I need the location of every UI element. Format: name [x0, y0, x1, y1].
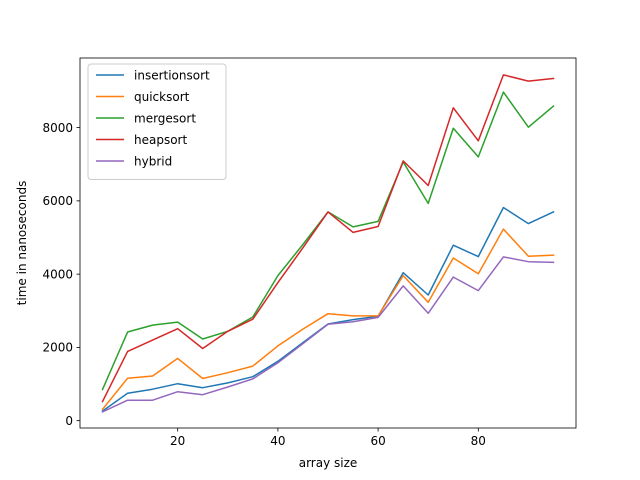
y-tick-label-4: 8000	[42, 121, 73, 135]
y-axis-label: time in nanoseconds	[15, 181, 29, 306]
legend-label-mergesort: mergesort	[134, 111, 196, 125]
x-tick-label-1: 40	[270, 434, 285, 448]
legend-label-hybrid: hybrid	[134, 154, 172, 168]
axis-ticks: 20 40 60 80 0 2000 4000 6000 8000	[42, 121, 485, 448]
legend-label-heapsort: heapsort	[134, 133, 187, 147]
legend: insertionsort quicksort mergesort heapsort h…	[87, 63, 227, 180]
series-line-hybrid	[101, 256, 555, 413]
series-line-heapsort	[101, 74, 555, 403]
series-line-insertionsort	[101, 206, 555, 413]
plot-frame	[79, 57, 577, 429]
legend-label-quicksort: quicksort	[134, 90, 190, 104]
series-lines	[101, 74, 555, 413]
y-tick-label-3: 6000	[42, 194, 73, 208]
series-line-quicksort	[101, 228, 555, 411]
x-axis-label: array size	[299, 456, 358, 470]
y-tick-label-2: 4000	[42, 267, 73, 281]
legend-label-insertionsort: insertionsort	[134, 68, 210, 82]
y-tick-label-1: 2000	[42, 341, 73, 355]
x-tick-label-3: 80	[471, 434, 486, 448]
legend-box	[87, 63, 227, 180]
x-tick-label-0: 20	[170, 434, 185, 448]
y-tick-label-0: 0	[65, 414, 73, 428]
x-tick-label-2: 60	[370, 434, 385, 448]
